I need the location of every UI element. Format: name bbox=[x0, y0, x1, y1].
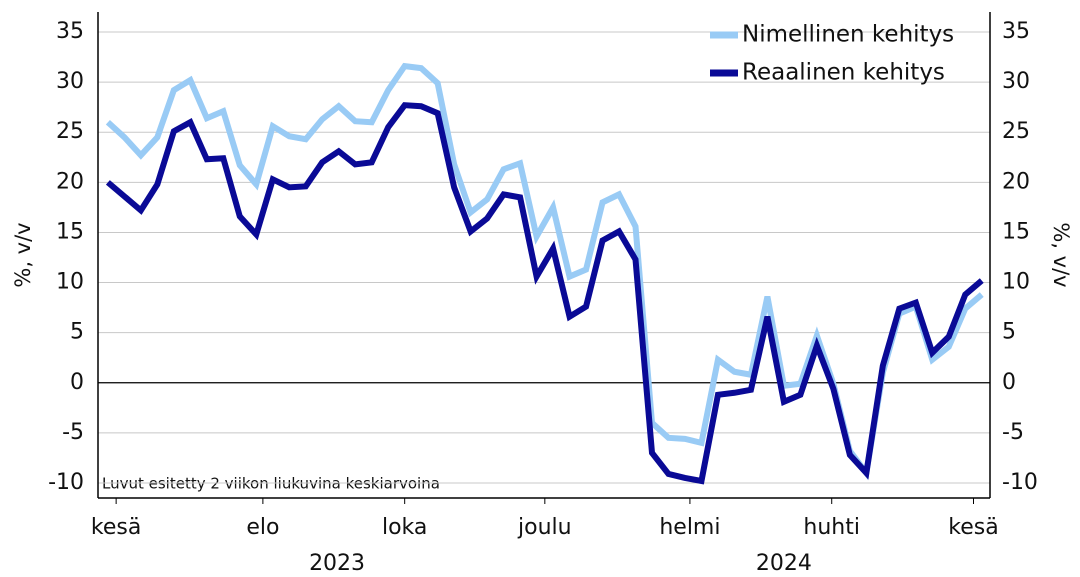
year-label: 2023 bbox=[309, 551, 365, 576]
y-axis-label: %, v/v bbox=[11, 222, 35, 287]
x-tick-label: kesä bbox=[948, 515, 998, 540]
x-tick-label: kesä bbox=[91, 515, 141, 540]
x-tick-label: elo bbox=[246, 515, 279, 540]
y-tick-label: 35 bbox=[56, 19, 84, 44]
series-line bbox=[105, 62, 984, 481]
y-tick-label: 0 bbox=[70, 370, 84, 395]
year-label: 2024 bbox=[756, 551, 812, 576]
x-tick-label: huhti bbox=[803, 515, 860, 540]
y-tick-label: -10 bbox=[48, 470, 84, 495]
y-tick-label: -5 bbox=[62, 420, 84, 445]
y2-tick-label: 35 bbox=[1002, 19, 1030, 44]
legend-label: Reaalinen kehitys bbox=[742, 60, 945, 86]
x-tick-label: loka bbox=[382, 515, 427, 540]
y-tick-label: 15 bbox=[56, 219, 84, 244]
legend-label: Nimellinen kehitys bbox=[742, 22, 954, 48]
y2-axis-label: %, v/v bbox=[1049, 222, 1073, 287]
y-tick-label: 10 bbox=[56, 270, 84, 295]
y-tick-label: 5 bbox=[70, 320, 84, 345]
annotation: Luvut esitetty 2 viikon liukuvina keskia… bbox=[102, 475, 440, 493]
y-tick-label: 25 bbox=[56, 119, 84, 144]
y-tick-label: 30 bbox=[56, 69, 84, 94]
x-tick-label: joulu bbox=[517, 515, 572, 540]
y2-tick-label: 30 bbox=[1002, 69, 1030, 94]
y-tick-label: 20 bbox=[56, 169, 84, 194]
y2-tick-label: 5 bbox=[1002, 320, 1016, 345]
y2-tick-label: -5 bbox=[1002, 420, 1024, 445]
y2-tick-label: 20 bbox=[1002, 169, 1030, 194]
series-line bbox=[105, 102, 984, 485]
y2-tick-label: 15 bbox=[1002, 219, 1030, 244]
y2-tick-label: 0 bbox=[1002, 370, 1016, 395]
y2-tick-label: 25 bbox=[1002, 119, 1030, 144]
y2-tick-label: 10 bbox=[1002, 270, 1030, 295]
y2-tick-label: -10 bbox=[1002, 470, 1038, 495]
x-tick-label: helmi bbox=[659, 515, 720, 540]
